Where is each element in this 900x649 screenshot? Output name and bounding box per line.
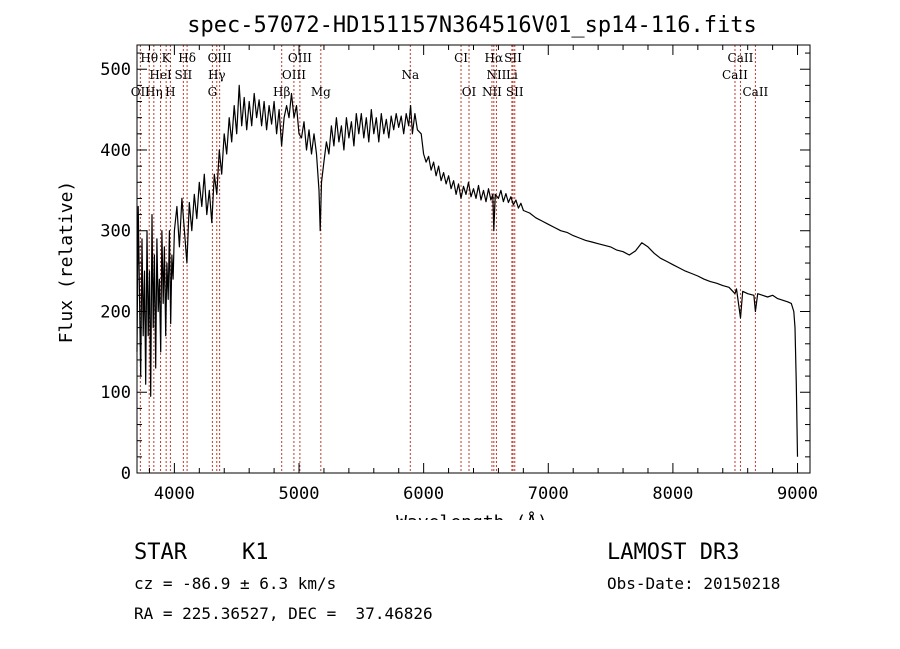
x-tick-label: 5000 xyxy=(279,484,320,504)
y-axis-label: Flux (relative) xyxy=(56,181,77,344)
line-label: Mg xyxy=(311,85,331,99)
x-tick-label: 6000 xyxy=(403,484,444,504)
line-label: CaII xyxy=(742,85,768,99)
line-label: SII xyxy=(504,51,522,65)
y-tick-label: 200 xyxy=(100,302,131,322)
line-label: G xyxy=(208,85,218,99)
line-label: Hη xyxy=(145,85,163,99)
x-axis: 4000 5000 6000 7000 8000 9000 xyxy=(148,45,818,504)
object-subclass: K1 xyxy=(242,540,269,565)
line-label: Hβ xyxy=(273,85,290,99)
line-label: OI xyxy=(462,85,477,99)
line-label: NII xyxy=(482,85,502,99)
x-tick-label: 4000 xyxy=(154,484,195,504)
line-label: OIII xyxy=(288,51,312,65)
line-label: Hθ xyxy=(140,51,158,65)
object-class: STAR xyxy=(134,540,187,565)
line-label: Hδ xyxy=(178,51,196,65)
line-label: CI xyxy=(454,51,468,65)
line-label: Li xyxy=(506,68,518,82)
spectrum-line xyxy=(136,84,799,457)
line-label: CaII xyxy=(722,68,748,82)
x-axis-label: Wavelength (Å) xyxy=(396,511,548,520)
line-label: OII xyxy=(131,85,151,99)
line-label: K xyxy=(162,51,172,65)
line-label: OIII xyxy=(208,51,232,65)
obs-date: Obs-Date: 20150218 xyxy=(607,574,781,593)
y-tick-label: 400 xyxy=(100,141,131,161)
line-label: OIII xyxy=(282,68,306,82)
line-markers xyxy=(139,45,756,473)
line-label: HeI xyxy=(149,68,172,82)
line-label: CaII xyxy=(728,51,754,65)
line-label: H xyxy=(165,85,175,99)
y-tick-label: 300 xyxy=(100,222,131,242)
chart-title: spec-57072-HD151157N364516V01_sp14-116.f… xyxy=(187,13,757,38)
coordinates: RA = 225.36527, DEC = 37.46826 xyxy=(134,604,433,623)
line-label: Na xyxy=(401,68,419,82)
y-tick-label: 500 xyxy=(100,60,131,80)
line-label: NII xyxy=(486,68,506,82)
line-label: Hα xyxy=(485,51,504,65)
x-tick-label: 9000 xyxy=(777,484,818,504)
x-tick-label: 8000 xyxy=(652,484,693,504)
spectrum-chart: spec-57072-HD151157N364516V01_sp14-116.f… xyxy=(56,13,818,520)
line-label: SII xyxy=(175,68,193,82)
survey-name: LAMOST DR3 xyxy=(607,540,740,565)
y-tick-label: 100 xyxy=(100,383,131,403)
line-label: SII xyxy=(506,85,524,99)
redshift-value: cz = -86.9 ± 6.3 km/s xyxy=(134,574,337,593)
y-tick-label: 0 xyxy=(121,464,131,484)
line-label: Hγ xyxy=(208,68,226,82)
x-tick-label: 7000 xyxy=(528,484,569,504)
y-axis: 0 100 200 300 400 500 xyxy=(100,52,810,484)
